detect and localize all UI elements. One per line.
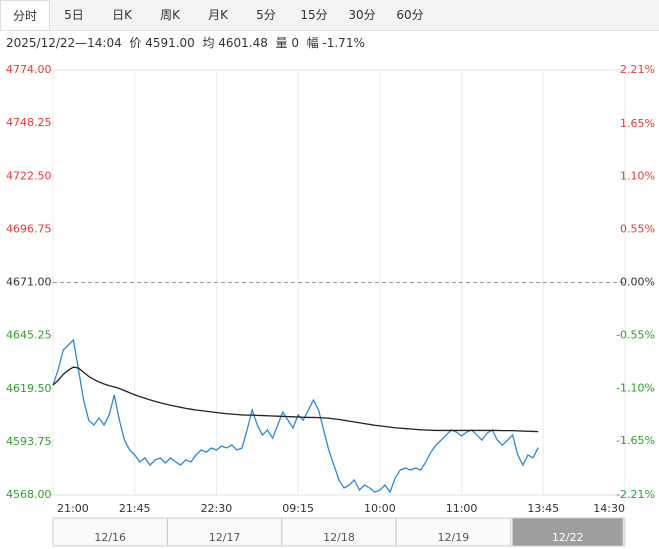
x-tick-label: 22:30 [201, 502, 233, 515]
y2-tick-label: 0.55% [620, 223, 655, 236]
y-tick-label: 4593.75 [6, 435, 52, 448]
navigator-date: 12/18 [323, 531, 355, 544]
y2-tick-label: -1.65% [616, 434, 655, 447]
tab[interactable]: 日K [112, 8, 132, 22]
navigator-day [395, 517, 512, 547]
tab[interactable]: 60分 [396, 8, 424, 22]
x-tick-label: 14:30 [593, 502, 625, 515]
tab[interactable]: 周K [160, 8, 180, 22]
y2-tick-label: 1.10% [620, 170, 655, 183]
price-line [52, 366, 539, 433]
x-tick-label: 11:00 [446, 502, 478, 515]
x-tick-label: 21:45 [119, 502, 151, 515]
price-line [52, 338, 539, 494]
y-tick-label: 4619.50 [6, 382, 52, 395]
y2-tick-label: 2.21% [620, 63, 655, 76]
y-tick-label: 4774.00 [6, 63, 52, 76]
y2-tick-label: -0.55% [616, 328, 655, 341]
y-tick-label: 4645.25 [6, 329, 52, 342]
navigator-date: 12/17 [209, 531, 241, 544]
tab[interactable]: 月K [208, 8, 228, 22]
navigator-day [512, 517, 624, 547]
x-tick-label: 13:45 [527, 502, 559, 515]
y2-tick-label: -1.10% [616, 381, 655, 394]
y-tick-label: 4696.75 [6, 222, 52, 235]
tab-bar: 分时 5日 日K 周K 月K 5分 15分 30分 60分 [0, 0, 659, 31]
tab[interactable]: 分时 [0, 0, 50, 30]
tab[interactable]: 15分 [300, 8, 328, 22]
info-line: 2025/12/22—14:04 价 4591.00 均 4601.48 量 0… [6, 36, 365, 50]
y-tick-label: 4748.25 [6, 116, 52, 129]
y-tick-label: 4671.00 [6, 276, 52, 289]
x-tick-label: 21:00 [57, 502, 89, 515]
navigator-date: 12/19 [438, 531, 470, 544]
y-tick-label: 4722.50 [6, 169, 52, 182]
tab[interactable]: 5日 [64, 8, 84, 22]
tab[interactable]: 30分 [348, 8, 376, 22]
y2-tick-label: 1.65% [620, 117, 655, 130]
x-tick-label: 10:00 [364, 502, 396, 515]
navigator-date: 12/16 [94, 531, 126, 544]
y-tick-label: 4568.00 [6, 488, 52, 501]
y2-tick-label: -2.21% [616, 488, 655, 501]
x-tick-label: 09:15 [282, 502, 314, 515]
navigator-date: 12/22 [552, 531, 584, 544]
y2-tick-label: 0.00% [620, 276, 655, 289]
tab[interactable]: 5分 [256, 8, 276, 22]
